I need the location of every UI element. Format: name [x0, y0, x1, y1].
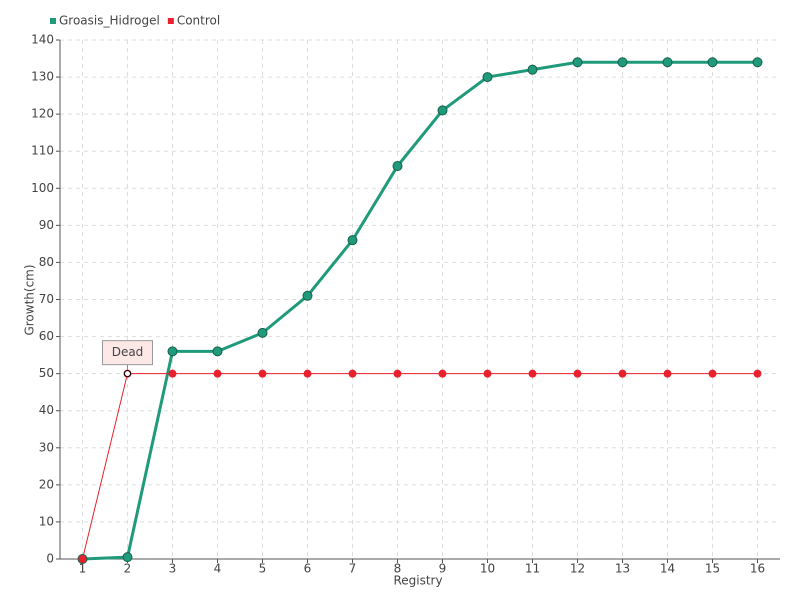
y-tick-label: 10: [39, 514, 54, 528]
x-tick-label: 5: [259, 562, 267, 576]
data-point: [708, 369, 717, 378]
data-point: [662, 57, 673, 68]
y-tick-label: 30: [39, 440, 54, 454]
y-tick-label: 60: [39, 329, 54, 343]
data-point: [257, 327, 268, 338]
data-point: [122, 552, 133, 563]
data-point: [752, 57, 763, 68]
y-tick-label: 20: [39, 477, 54, 491]
data-point: [167, 346, 178, 357]
data-point: [258, 369, 267, 378]
legend-label: Groasis_Hidrogel: [59, 14, 160, 28]
legend-swatch: [50, 18, 56, 24]
x-tick-label: 14: [660, 562, 675, 576]
x-tick-label: 1: [79, 562, 87, 576]
legend-label: Control: [177, 14, 220, 28]
data-point: [573, 369, 582, 378]
data-point: [572, 57, 583, 68]
data-point: [483, 369, 492, 378]
legend-swatch: [167, 18, 174, 24]
x-tick-label: 12: [570, 562, 585, 576]
data-point: [347, 235, 358, 246]
data-point: [707, 57, 718, 68]
y-tick-label: 0: [46, 552, 54, 566]
x-tick-label: 10: [480, 562, 495, 576]
data-point: [438, 369, 447, 378]
y-tick-label: 130: [31, 70, 54, 84]
x-tick-label: 9: [439, 562, 447, 576]
series-line: [82, 373, 758, 560]
x-tick-label: 6: [304, 562, 312, 576]
data-point: [303, 369, 312, 378]
y-tick-label: 40: [39, 403, 54, 417]
x-tick-label: 16: [750, 562, 765, 576]
data-point: [753, 369, 762, 378]
x-tick-label: 15: [705, 562, 720, 576]
y-tick-label: 140: [31, 33, 54, 47]
data-point: [168, 369, 177, 378]
y-axis-label: Growth(cm): [23, 264, 37, 335]
data-point: [618, 369, 627, 378]
x-tick-label: 3: [169, 562, 177, 576]
data-point: [348, 369, 357, 378]
data-point: [528, 369, 537, 378]
data-point: [617, 57, 628, 68]
x-tick-label: 4: [214, 562, 222, 576]
x-tick-label: 7: [349, 562, 357, 576]
annotation: Dead: [112, 345, 144, 359]
data-point: [302, 290, 313, 301]
series-line: [82, 60, 758, 561]
data-point: [437, 105, 448, 116]
x-tick-label: 13: [615, 562, 630, 576]
y-tick-label: 100: [31, 181, 54, 195]
data-point: [212, 346, 223, 357]
data-point: [663, 369, 672, 378]
y-tick-label: 50: [39, 366, 54, 380]
y-tick-label: 80: [39, 255, 54, 269]
data-point: [393, 369, 402, 378]
y-tick-label: 120: [31, 107, 54, 121]
x-tick-label: 2: [124, 562, 132, 576]
data-point: [527, 64, 538, 75]
x-tick-label: 8: [394, 562, 402, 576]
data-point: [482, 72, 493, 83]
data-point: [213, 369, 222, 378]
annotation-marker: [124, 370, 131, 378]
data-point: [392, 161, 403, 172]
y-tick-label: 90: [39, 218, 54, 232]
y-tick-label: 70: [39, 292, 54, 306]
y-tick-label: 110: [31, 144, 54, 158]
data-point: [78, 555, 87, 563]
annotation-box: [102, 340, 153, 366]
x-axis-label: Registry: [393, 574, 442, 588]
x-tick-label: 11: [525, 562, 540, 576]
